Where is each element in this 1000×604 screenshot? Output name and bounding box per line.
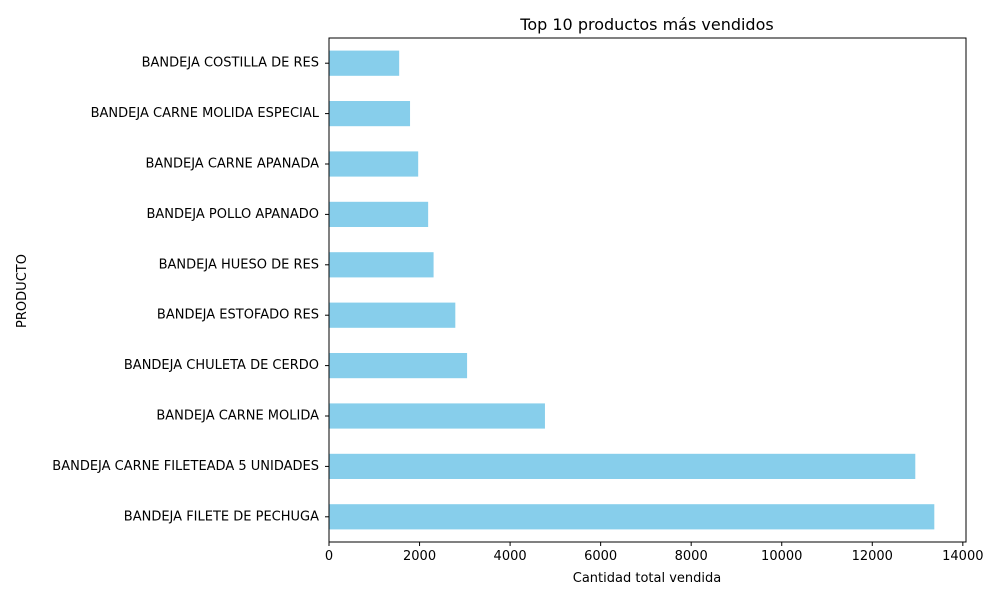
bar	[329, 353, 468, 379]
x-tick-label: 14000	[942, 549, 983, 564]
bar	[329, 50, 400, 76]
x-axis-label: Cantidad total vendida	[573, 571, 721, 586]
bar	[329, 302, 456, 328]
y-tick-label: BANDEJA CARNE MOLIDA ESPECIAL	[91, 106, 320, 121]
y-tick-label: BANDEJA CHULETA DE CERDO	[124, 358, 319, 373]
chart-title: Top 10 productos más vendidos	[519, 15, 773, 34]
plot-frame	[328, 37, 967, 543]
x-axis: 0 2000 4000 6000 8000 10000 12000 14000	[325, 542, 984, 564]
y-tick-label: BANDEJA COSTILLA DE RES	[142, 56, 319, 71]
x-tick-label: 10000	[761, 549, 802, 564]
x-tick-label: 6000	[584, 549, 617, 564]
x-tick-label: 0	[325, 549, 333, 564]
y-tick-label: BANDEJA HUESO DE RES	[159, 257, 319, 272]
y-tick-label: BANDEJA POLLO APANADO	[146, 207, 319, 222]
bar	[329, 201, 429, 227]
y-tick-label: BANDEJA ESTOFADO RES	[157, 308, 319, 323]
x-tick-label: 4000	[494, 549, 527, 564]
y-tick-label: BANDEJA CARNE FILETEADA 5 UNIDADES	[52, 459, 319, 474]
bar	[329, 151, 419, 177]
y-tick-label: BANDEJA CARNE APANADA	[145, 157, 319, 172]
y-tick-label: BANDEJA FILETE DE PECHUGA	[124, 509, 319, 524]
x-tick-label: 8000	[675, 549, 708, 564]
y-axis: BANDEJA FILETE DE PECHUGA BANDEJA CARNE F…	[52, 56, 329, 524]
y-tick-label: BANDEJA CARNE MOLIDA	[156, 409, 319, 424]
x-tick-label: 12000	[852, 549, 893, 564]
bars-layer	[329, 50, 935, 530]
x-tick-label: 2000	[403, 549, 436, 564]
bar	[329, 403, 545, 429]
bar	[329, 504, 935, 530]
y-axis-label: PRODUCTO	[15, 254, 30, 328]
bar	[329, 101, 411, 127]
bar	[329, 252, 434, 278]
bar	[329, 453, 916, 479]
